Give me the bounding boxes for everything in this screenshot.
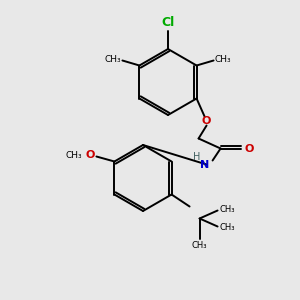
Text: O: O: [244, 143, 254, 154]
Text: CH₃: CH₃: [220, 223, 235, 232]
Text: CH₃: CH₃: [192, 241, 207, 250]
Text: CH₃: CH₃: [66, 151, 83, 160]
Text: Cl: Cl: [161, 16, 175, 29]
Text: N: N: [200, 160, 209, 170]
Text: O: O: [202, 116, 211, 125]
Text: H: H: [193, 152, 200, 161]
Text: CH₃: CH₃: [105, 55, 122, 64]
Text: O: O: [85, 151, 94, 160]
Text: CH₃: CH₃: [214, 55, 231, 64]
Text: CH₃: CH₃: [220, 205, 235, 214]
